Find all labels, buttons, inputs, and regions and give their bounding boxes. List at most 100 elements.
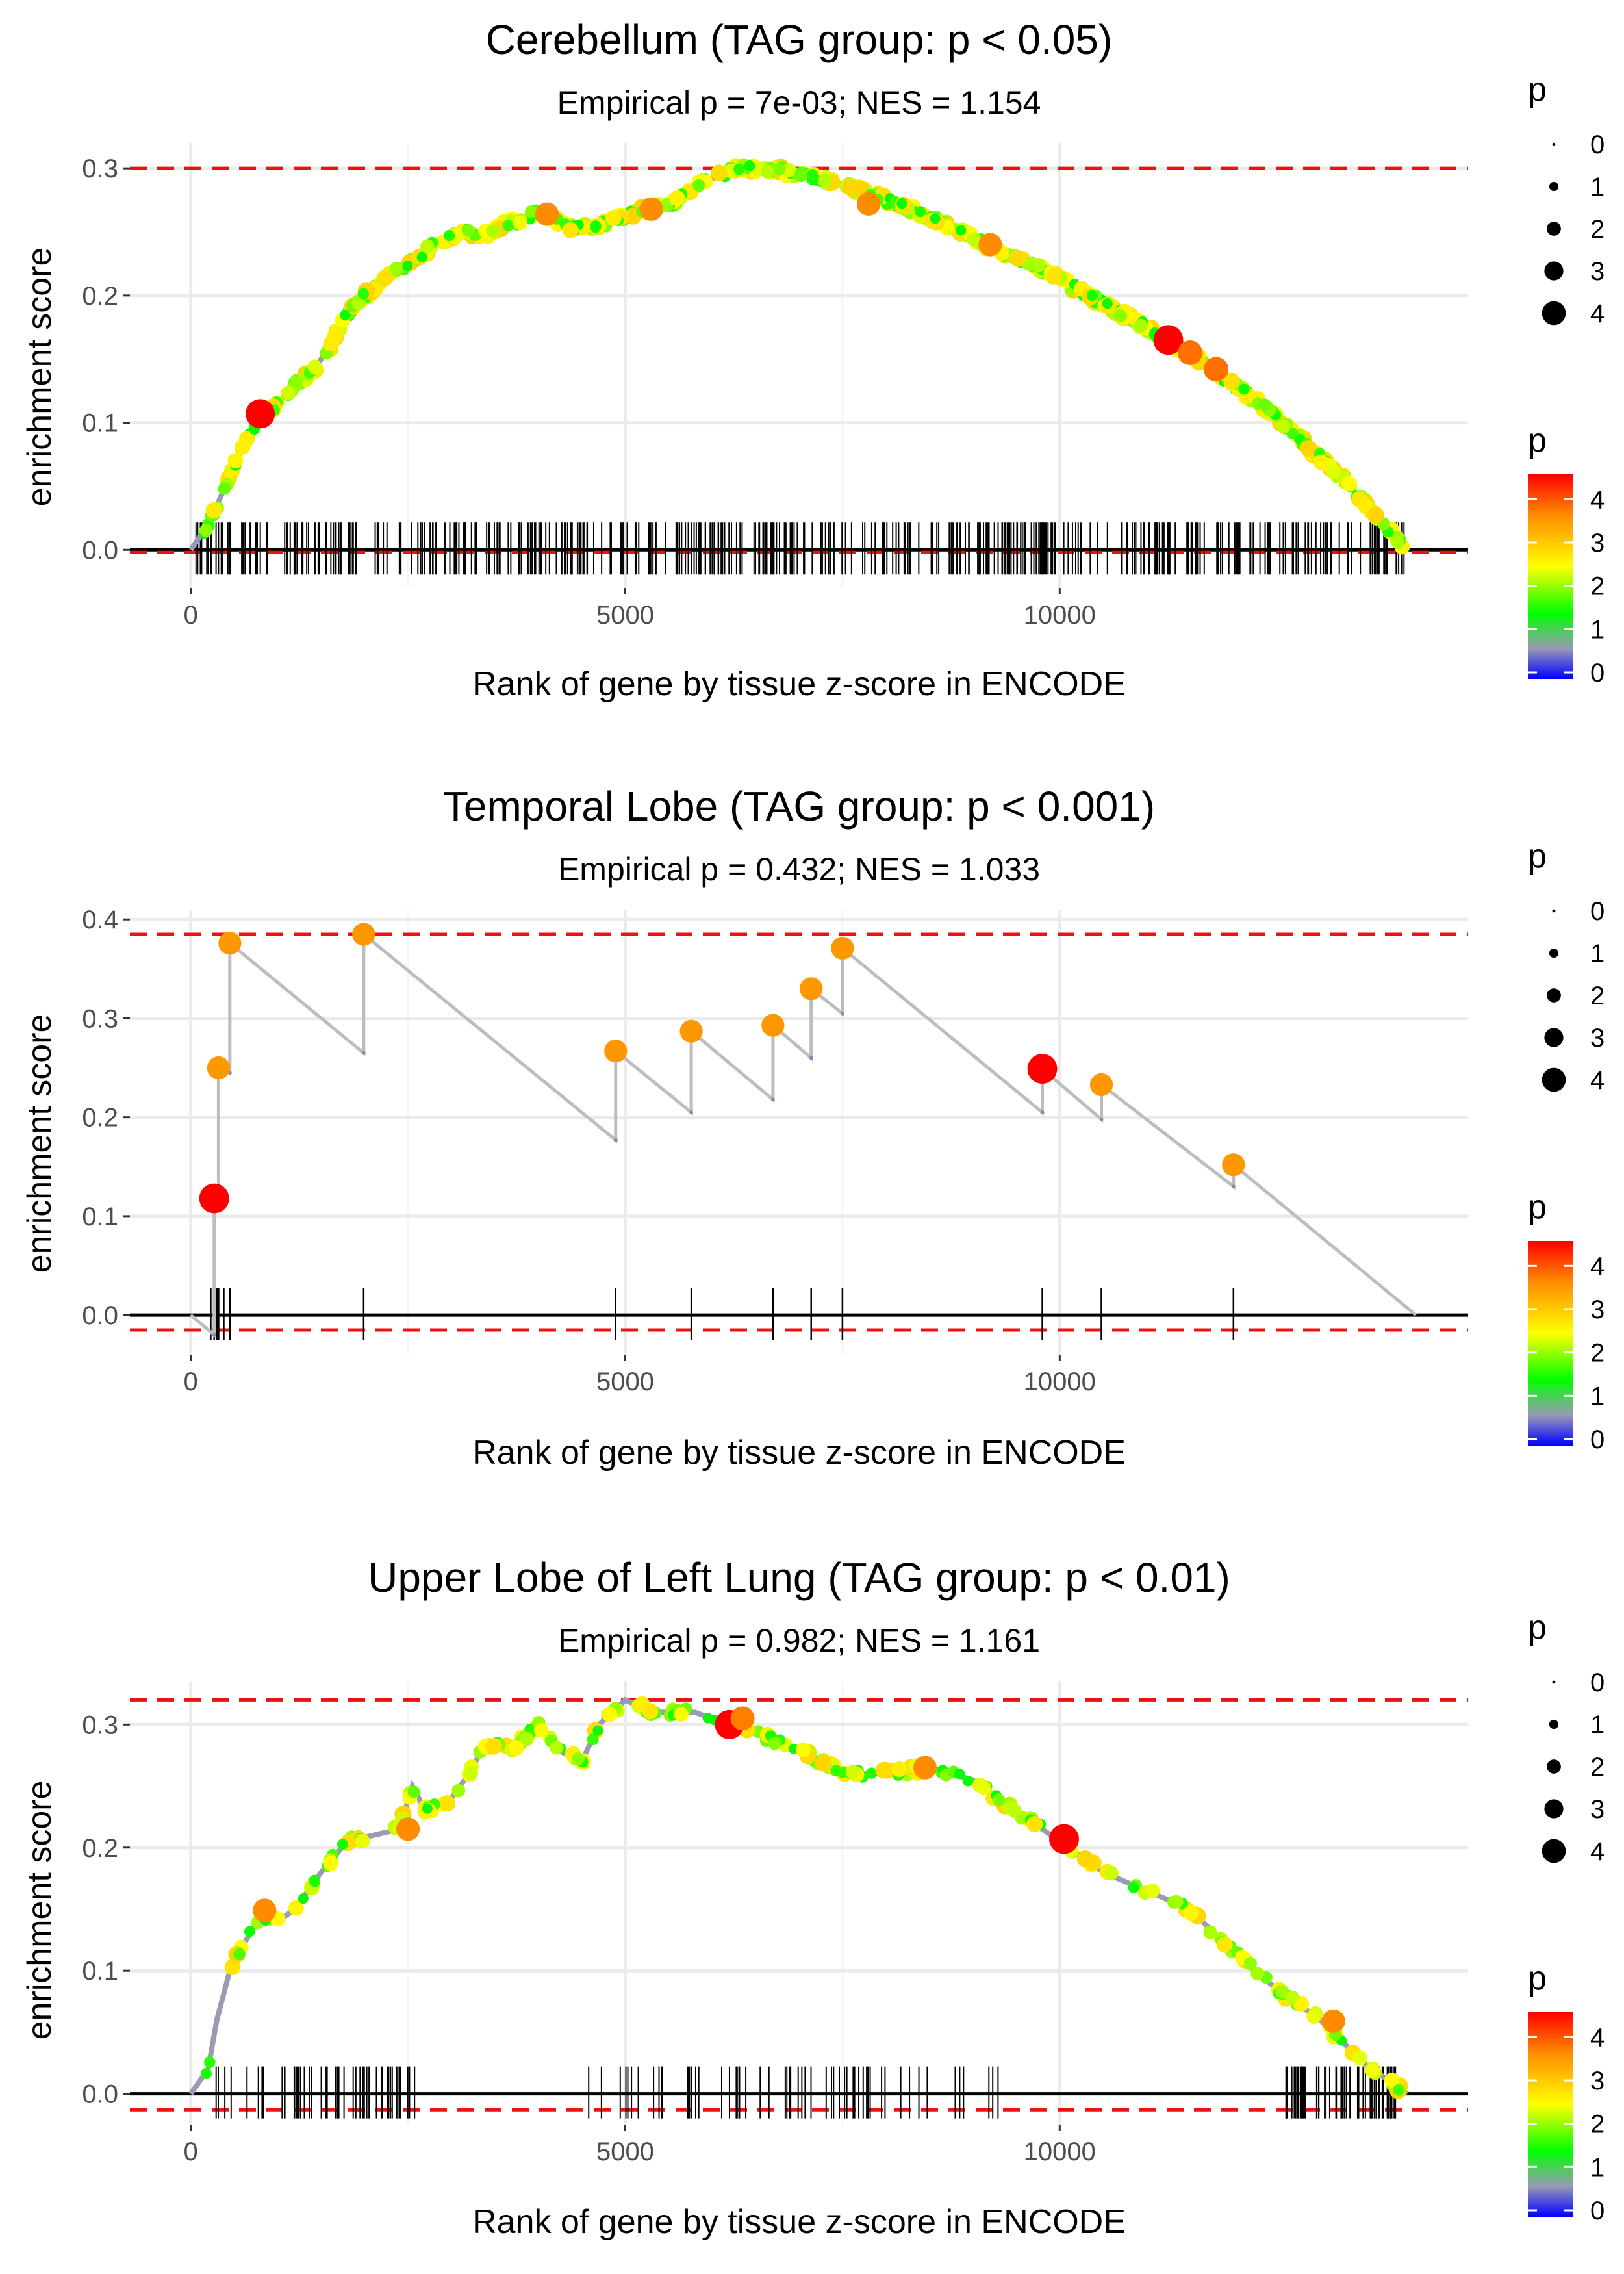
- gene-point: [978, 233, 1002, 257]
- chart-title: Upper Lobe of Left Lung (TAG group: p < …: [368, 1554, 1230, 1601]
- gene-point: [642, 1703, 659, 1720]
- colorbar-label: 4: [1590, 2023, 1605, 2052]
- gene-point: [669, 190, 685, 207]
- gene-point: [246, 399, 275, 429]
- gene-point: [461, 224, 475, 237]
- gene-point: [1321, 2009, 1345, 2033]
- gene-point: [1352, 2050, 1367, 2066]
- rug: [215, 2066, 1397, 2119]
- x-axis-title: Rank of gene by tissue z-score in ENCODE: [472, 665, 1126, 703]
- legend: p 0 1 2 3 4 p 0 1 2 3 4: [1528, 837, 1605, 1454]
- size-legend-label: 1: [1590, 939, 1605, 968]
- gene-point: [679, 1019, 703, 1043]
- gene-point: [244, 1926, 255, 1937]
- gene-point: [806, 169, 818, 181]
- chart-title: Cerebellum (TAG group: p < 0.05): [486, 16, 1113, 63]
- gene-point: [1153, 325, 1184, 355]
- size-legend-dot: [1542, 301, 1566, 326]
- size-legend-dot: [1549, 948, 1559, 958]
- colorbar-label: 0: [1590, 1425, 1605, 1454]
- size-legend-dot: [1544, 261, 1564, 281]
- gene-point: [1367, 506, 1384, 524]
- gene-point: [1342, 476, 1358, 492]
- gene-point: [815, 1754, 832, 1772]
- size-legend-dot: [1547, 222, 1561, 236]
- gene-point: [199, 524, 213, 537]
- gene-point: [800, 977, 823, 1001]
- gene-point: [730, 1706, 755, 1731]
- gene-point: [235, 439, 251, 455]
- size-legend-label: 0: [1590, 131, 1605, 159]
- gene-point: [422, 1803, 433, 1814]
- gene-point: [1258, 398, 1272, 411]
- gene-point: [281, 385, 296, 400]
- gene-point: [1306, 2009, 1321, 2025]
- y-tick-label: 0.0: [82, 1301, 118, 1330]
- gene-low-point: [770, 1097, 775, 1102]
- gene-point: [795, 1742, 811, 1757]
- colorbar-gradient: [1528, 474, 1573, 679]
- gene-point: [604, 1040, 628, 1063]
- gene-point: [340, 309, 351, 321]
- gene-point: [962, 1776, 974, 1787]
- gene-point: [513, 215, 528, 231]
- gene-point: [204, 2056, 216, 2068]
- panel-upper-lobe-left-lung: Upper Lobe of Left Lung (TAG group: p < …: [21, 1554, 1468, 2241]
- gene-point: [845, 1765, 860, 1780]
- gene-low-point: [613, 1138, 618, 1142]
- gene-point: [502, 220, 514, 232]
- colorbar-label: 2: [1590, 2110, 1605, 2139]
- gene-point: [323, 1856, 339, 1871]
- gene-point: [930, 213, 941, 224]
- chart-subtitle: Empirical p = 0.432; NES = 1.033: [558, 851, 1040, 888]
- y-tick-label: 0.2: [82, 282, 118, 311]
- gene-point: [875, 1761, 893, 1779]
- gene-point: [692, 179, 705, 192]
- gene-point: [1046, 268, 1063, 285]
- gene-point: [200, 2067, 212, 2080]
- gene-point: [841, 178, 859, 196]
- gene-point: [207, 1056, 231, 1080]
- gene-point: [218, 482, 231, 495]
- gene-point: [253, 1898, 277, 1923]
- gridlines: [130, 910, 1468, 1355]
- colorbar-label: 3: [1590, 529, 1605, 557]
- gene-point: [761, 164, 775, 179]
- gene-point: [781, 163, 796, 178]
- chart-subtitle: Empirical p = 7e-03; NES = 1.154: [557, 84, 1041, 121]
- gene-point: [1250, 1967, 1265, 1981]
- gene-point: [298, 1893, 309, 1904]
- size-legend-label: 4: [1590, 1837, 1605, 1866]
- gene-point: [711, 164, 728, 182]
- gene-low-point: [840, 1011, 844, 1016]
- gene-point: [1393, 2084, 1405, 2096]
- gene-point: [1365, 2063, 1380, 2079]
- gene-point: [866, 1767, 878, 1779]
- gene-point: [389, 262, 403, 275]
- x-tick-label: 0: [184, 601, 198, 630]
- gene-point: [1275, 1984, 1289, 1999]
- gene-point: [602, 1707, 618, 1722]
- gene-point: [289, 374, 303, 389]
- gene-point: [761, 1014, 785, 1037]
- gene-point: [327, 327, 344, 344]
- gene-point: [416, 251, 427, 263]
- gene-point: [1104, 1865, 1119, 1880]
- y-axis-title: enrichment score: [21, 1014, 58, 1273]
- gene-point: [218, 932, 242, 955]
- gene-point: [1102, 298, 1113, 309]
- gene-point: [896, 198, 907, 209]
- size-legend-dot: [1547, 1759, 1561, 1774]
- gene-point: [485, 1738, 502, 1755]
- x-tick-label: 10000: [1024, 601, 1096, 630]
- gene-point: [563, 222, 579, 238]
- size-legend-dot: [1552, 1680, 1556, 1684]
- size-legend-dot: [1544, 1028, 1564, 1047]
- gene-point: [639, 197, 663, 221]
- gene-point: [520, 1731, 534, 1746]
- chart-subtitle: Empirical p = 0.982; NES = 1.161: [558, 1622, 1040, 1659]
- size-legend-label: 0: [1590, 1668, 1605, 1697]
- gene-point: [533, 1722, 549, 1738]
- gene-point: [1145, 1883, 1160, 1898]
